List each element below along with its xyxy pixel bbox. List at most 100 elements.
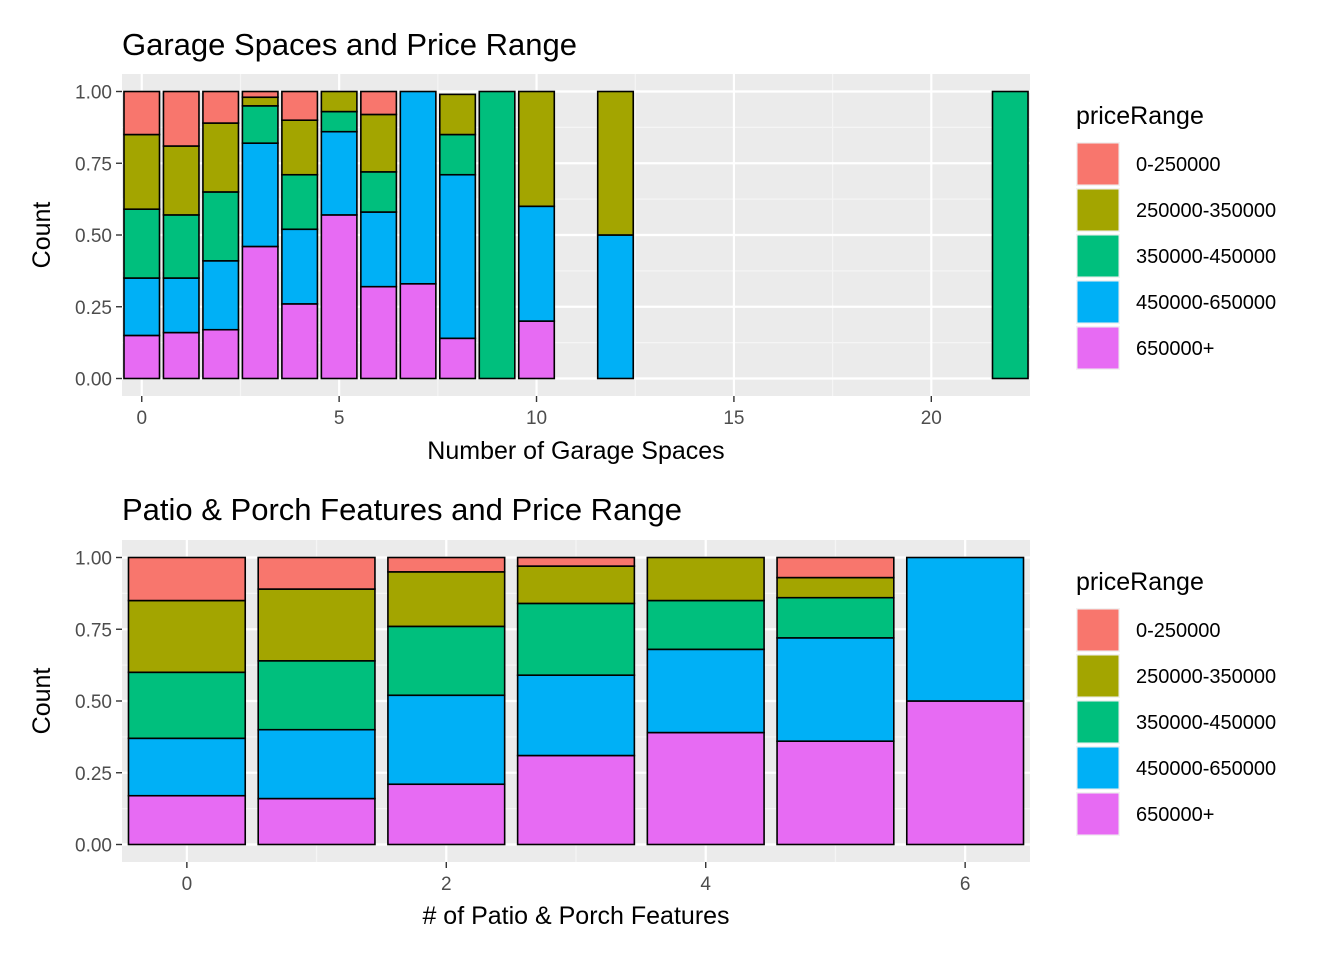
legend-label: 250000-350000: [1136, 666, 1276, 688]
bar-segment: [517, 320, 556, 380]
legend-label: 450000-650000: [1136, 758, 1276, 780]
bar-segment: [127, 794, 247, 846]
bar-segment: [646, 648, 765, 734]
bar-segment: [387, 571, 506, 628]
bar-segment: [387, 625, 506, 697]
legend-label: 0-250000: [1136, 154, 1221, 176]
bar-segment: [646, 731, 765, 846]
bar-segment: [478, 90, 516, 380]
garage-chart: Garage Spaces and Price Range 0.00 0.25 0.…: [28, 27, 1276, 465]
bar-segment: [516, 565, 636, 605]
bar-segment: [320, 214, 358, 380]
legend: priceRange 0-250000 250000-350000 350000-4…: [1076, 568, 1276, 836]
chart-title: Garage Spaces and Price Range: [122, 27, 577, 62]
bar-segment: [776, 596, 895, 639]
legend-key: [1077, 281, 1119, 323]
bar-segment: [281, 228, 319, 305]
legend-title: priceRange: [1076, 568, 1204, 596]
bar-segment: [281, 119, 319, 176]
bar-segment: [646, 556, 765, 602]
bar-segment: [776, 740, 895, 846]
bar-segment: [123, 277, 161, 337]
bar-segment: [241, 96, 279, 107]
bar-segment: [162, 214, 200, 279]
bar-segment: [162, 331, 200, 380]
bar-segment: [360, 171, 398, 213]
y-tick-label: 0.50: [75, 692, 112, 713]
bar-segment: [127, 599, 247, 674]
bar-segment: [360, 113, 398, 173]
bar-segment: [320, 130, 358, 216]
legend: priceRange 0-250000 250000-350000 350000-4…: [1076, 102, 1276, 370]
bar-segment: [646, 599, 765, 651]
bar-segment: [241, 90, 279, 99]
legend-label: 0-250000: [1136, 620, 1221, 642]
bar-segment: [438, 93, 477, 136]
bar-segment: [320, 90, 358, 113]
y-axis-title: Count: [28, 668, 56, 735]
bar-segment: [281, 90, 319, 122]
bar-segment: [162, 145, 200, 216]
legend-key: [1077, 655, 1119, 697]
bar-segment: [516, 602, 636, 676]
bar-segment: [127, 737, 247, 797]
bar-segment: [123, 208, 161, 279]
bar-segment: [127, 671, 247, 740]
plot-area: 0.00 0.25 0.50 0.75 1.00 0 5 10 15 20: [75, 74, 1030, 429]
bar-segment: [387, 694, 506, 786]
bar-segment: [516, 674, 636, 757]
bar-segment: [438, 173, 477, 340]
y-tick-label: 0.75: [75, 620, 112, 641]
legend-key: [1077, 189, 1119, 231]
bar-segment: [517, 90, 556, 208]
bar-segment: [776, 556, 895, 579]
bar-segment: [991, 90, 1029, 380]
x-tick-label: 5: [334, 408, 345, 429]
bar-segment: [202, 122, 240, 193]
y-tick-label: 0.00: [75, 370, 112, 391]
bar-segment: [360, 90, 398, 116]
bar-segment: [202, 90, 240, 124]
bar-segment: [596, 234, 635, 380]
x-tick-label: 15: [723, 408, 744, 429]
bar-segment: [399, 282, 437, 380]
bar-segment: [596, 90, 635, 236]
bar-segment: [281, 173, 319, 231]
y-tick-label: 0.00: [75, 836, 112, 857]
y-tick-label: 0.25: [75, 764, 112, 785]
y-tick-label: 0.50: [75, 226, 112, 247]
x-tick-label: 10: [526, 408, 547, 429]
bar-segment: [162, 90, 200, 147]
patio-porch-chart: Patio & Porch Features and Price Range 0…: [28, 492, 1276, 930]
bar-segment: [905, 700, 1025, 846]
y-tick-label: 0.25: [75, 298, 112, 319]
bar-segment: [776, 576, 895, 599]
bar-segment: [517, 205, 556, 322]
bar-segment: [162, 277, 200, 334]
bar-segment: [127, 556, 247, 602]
bar-segment: [257, 728, 376, 800]
legend-label: 650000+: [1136, 338, 1214, 360]
bar-segment: [399, 90, 437, 285]
bar-segment: [438, 133, 477, 176]
y-axis-title: Count: [28, 202, 56, 269]
legend-label: 650000+: [1136, 804, 1214, 826]
x-tick-label: 2: [441, 874, 452, 895]
bar-segment: [281, 303, 319, 380]
bar-segment: [516, 754, 636, 846]
x-axis-title: Number of Garage Spaces: [427, 437, 724, 465]
plot-area: 0.00 0.25 0.50 0.75 1.00 0 2 4 6: [75, 540, 1030, 895]
bar-segment: [241, 142, 279, 248]
x-tick-label: 6: [960, 874, 971, 895]
legend-key: [1077, 747, 1119, 789]
y-tick-label: 1.00: [75, 549, 112, 570]
bar-segment: [360, 211, 398, 288]
bar-segment: [202, 260, 240, 331]
y-tick-label: 1.00: [75, 83, 112, 104]
bar-segment: [320, 110, 358, 133]
legend-label: 350000-450000: [1136, 712, 1276, 734]
bar-segment: [257, 797, 376, 846]
legend-key: [1077, 235, 1119, 277]
chart-title: Patio & Porch Features and Price Range: [122, 492, 682, 527]
